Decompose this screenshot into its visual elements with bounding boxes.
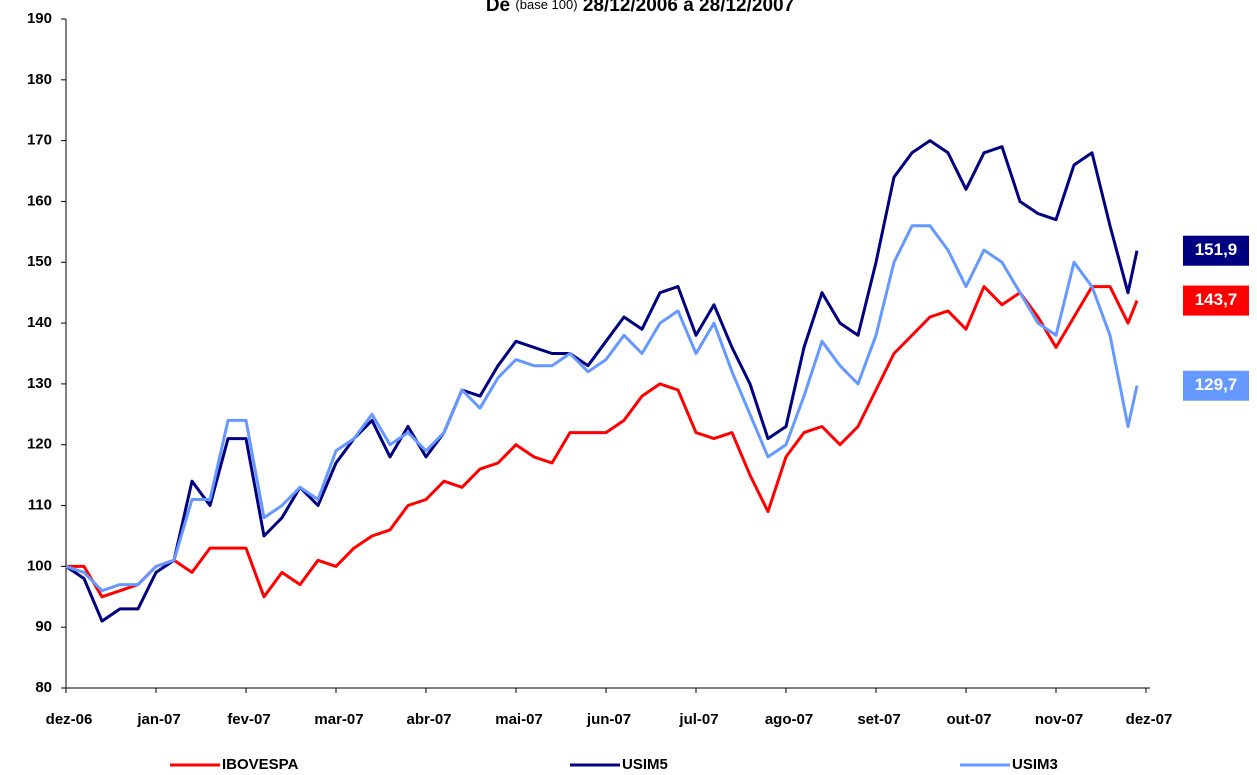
x-tick-label: mai-07 <box>495 711 543 728</box>
y-tick-label: 140 <box>27 314 52 331</box>
x-tick-label: jul-07 <box>678 711 718 728</box>
x-tick-label: fev-07 <box>227 711 270 728</box>
x-tick-label: nov-07 <box>1035 711 1083 728</box>
series-line <box>65 139 1139 623</box>
title-part: De <box>486 0 510 16</box>
end-label: 129,7 <box>1183 370 1249 401</box>
y-tick-label: 100 <box>27 557 52 574</box>
x-tick-label: jan-07 <box>136 711 180 728</box>
end-label-text: 151,9 <box>1195 240 1238 259</box>
end-label-text: 143,7 <box>1195 290 1238 309</box>
y-tick-label: 150 <box>27 253 52 270</box>
end-label-box <box>1183 285 1249 316</box>
chart-title: De (base 100) 28/12/2006 a 28/12/2007 <box>486 0 794 16</box>
x-tick-label: out-07 <box>947 711 992 728</box>
y-tick-label: 180 <box>27 71 52 88</box>
legend-label: USIM5 <box>622 756 668 773</box>
x-tick-label: dez-06 <box>46 711 93 728</box>
y-tick-label: 90 <box>35 618 52 635</box>
end-label-box <box>1183 235 1249 266</box>
y-tick-label: 160 <box>27 192 52 209</box>
series-line <box>65 224 1139 593</box>
x-tick-label: jun-07 <box>586 711 631 728</box>
y-tick-label: 120 <box>27 436 52 453</box>
end-label-box <box>1183 370 1249 401</box>
y-tick-label: 130 <box>27 375 52 392</box>
legend-label: USIM3 <box>1012 756 1058 773</box>
y-tick-label: 80 <box>35 679 52 696</box>
title-part: 28/12/2006 a 28/12/2007 <box>583 0 794 16</box>
x-tick-label: mar-07 <box>314 711 363 728</box>
end-label: 143,7 <box>1183 285 1249 316</box>
y-tick-label: 170 <box>27 132 52 149</box>
x-tick-label: abr-07 <box>406 711 451 728</box>
x-tick-label: set-07 <box>857 711 900 728</box>
x-tick-label: dez-07 <box>1126 711 1173 728</box>
end-label: 151,9 <box>1183 235 1249 266</box>
title-note: (base 100) <box>515 0 577 12</box>
y-tick-label: 110 <box>28 497 52 514</box>
series-line <box>66 285 1139 599</box>
y-tick-label: 190 <box>27 10 52 27</box>
legend-label: IBOVESPA <box>222 756 299 773</box>
end-label-text: 129,7 <box>1195 375 1238 394</box>
x-tick-label: ago-07 <box>765 711 813 728</box>
